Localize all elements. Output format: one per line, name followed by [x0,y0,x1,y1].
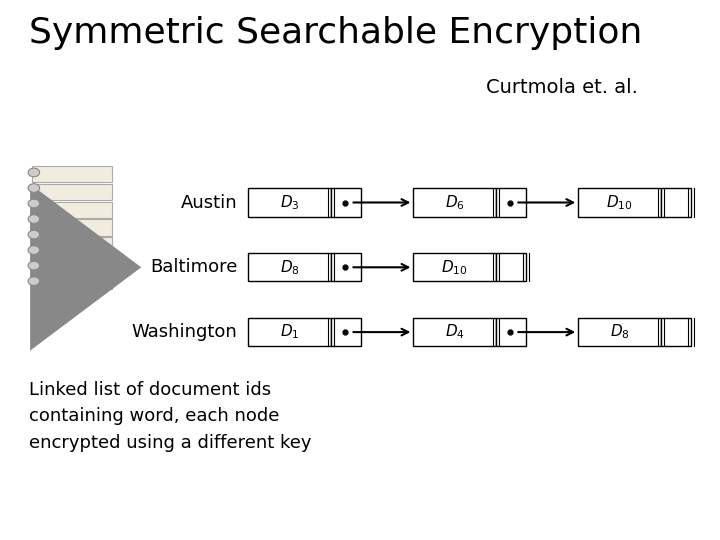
Text: Washington: Washington [132,323,238,341]
Bar [32,255,112,271]
Text: $D_1$: $D_1$ [280,323,300,341]
Text: $D_4$: $D_4$ [445,323,464,341]
Text: $D_8$: $D_8$ [280,258,300,276]
Text: Curtmola et. al.: Curtmola et. al. [486,78,637,97]
Bar [578,318,661,346]
Text: $D_{10}$: $D_{10}$ [441,258,468,276]
Text: $D_6$: $D_6$ [445,193,464,212]
Circle shape [28,184,40,192]
Text: Austin: Austin [181,193,238,212]
Bar [248,253,331,281]
Bar [496,188,526,217]
Text: $D_{10}$: $D_{10}$ [606,193,633,212]
Bar [331,253,361,281]
Bar [32,273,112,289]
Text: $D_8$: $D_8$ [610,323,629,341]
Circle shape [28,230,40,239]
Text: Linked list of document ids
containing word, each node
encrypted using a differe: Linked list of document ids containing w… [29,381,311,451]
Circle shape [28,261,40,270]
Bar [578,188,661,217]
Bar [413,253,496,281]
Bar [661,318,691,346]
Bar [413,318,496,346]
Bar [413,188,496,217]
Bar [32,201,112,218]
Bar [496,318,526,346]
Bar [32,184,112,200]
Bar [661,188,691,217]
Bar [331,188,361,217]
Bar [32,219,112,235]
Text: Symmetric Searchable Encryption: Symmetric Searchable Encryption [29,16,642,50]
Circle shape [28,246,40,254]
Bar [32,237,112,253]
Circle shape [28,199,40,208]
Text: Baltimore: Baltimore [150,258,238,276]
Circle shape [28,168,40,177]
Circle shape [28,277,40,286]
Text: $D_3$: $D_3$ [280,193,300,212]
Bar [32,166,112,183]
Bar [331,318,361,346]
Circle shape [28,215,40,224]
Bar [248,318,331,346]
Bar [496,253,526,281]
Bar [248,188,331,217]
